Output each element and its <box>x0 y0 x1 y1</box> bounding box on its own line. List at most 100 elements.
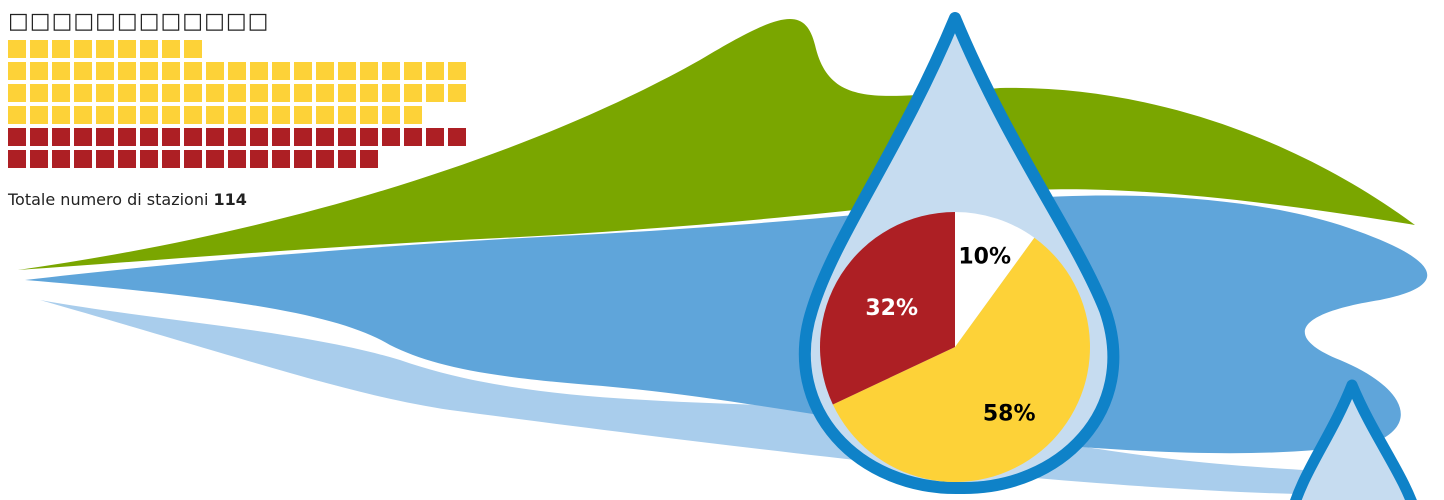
waffle-square-red <box>382 128 400 146</box>
waffle-square-yellow <box>52 84 70 102</box>
water-drop-small <box>1290 379 1417 500</box>
waffle-square-yellow <box>228 106 246 124</box>
waffle-square-yellow <box>228 62 246 80</box>
pie-label-58: 58% <box>983 401 1036 426</box>
waffle-square-red <box>162 128 180 146</box>
waffle-square-yellow <box>140 40 158 58</box>
waffle-square-yellow <box>8 84 26 102</box>
waffle-square-red <box>118 150 136 168</box>
pie-chart: 10% 58% 32% <box>819 212 1090 483</box>
waffle-square-yellow <box>382 84 400 102</box>
waffle-square-yellow <box>206 106 224 124</box>
waffle-square-red <box>30 128 48 146</box>
waffle-square-red <box>272 128 290 146</box>
waffle-square-yellow <box>426 62 444 80</box>
waffle-row <box>8 150 468 168</box>
total-stations: Totale numero di stazioni 114 <box>8 190 247 209</box>
waffle-square-red <box>250 128 268 146</box>
waffle-square-yellow <box>74 84 92 102</box>
waffle-square-yellow <box>162 84 180 102</box>
waffle-square-red <box>52 128 70 146</box>
waffle-square-yellow <box>272 62 290 80</box>
waffle-square-yellow <box>250 84 268 102</box>
waffle-square-yellow <box>294 62 312 80</box>
waffle-square-red <box>96 150 114 168</box>
waffle-square-yellow <box>52 40 70 58</box>
total-label: Totale numero di stazioni <box>8 190 209 209</box>
waffle-square-yellow <box>162 62 180 80</box>
waffle-square-yellow <box>448 62 466 80</box>
waffle-square-yellow <box>118 84 136 102</box>
waffle-square-yellow <box>184 40 202 58</box>
waffle-square-yellow <box>206 84 224 102</box>
waffle-square-yellow <box>140 62 158 80</box>
waffle-square-yellow <box>74 106 92 124</box>
waffle-square-yellow <box>382 106 400 124</box>
waffle-title: □□□□□□□□□□□□ <box>8 9 270 34</box>
waffle-square-yellow <box>30 84 48 102</box>
waffle-square-yellow <box>272 106 290 124</box>
waffle-square-yellow <box>360 106 378 124</box>
waffle-square-red <box>228 150 246 168</box>
waffle-square-yellow <box>52 62 70 80</box>
pie-slice-32 <box>819 212 955 405</box>
waffle-square-yellow <box>184 106 202 124</box>
waffle-square-yellow <box>118 106 136 124</box>
waffle-square-yellow <box>30 106 48 124</box>
waffle-square-yellow <box>118 62 136 80</box>
waffle-square-red <box>316 128 334 146</box>
waffle-square-red <box>8 150 26 168</box>
waffle-square-red <box>140 150 158 168</box>
waffle-square-red <box>360 128 378 146</box>
waffle-square-yellow <box>316 84 334 102</box>
waffle-square-red <box>338 128 356 146</box>
waffle-square-yellow <box>294 84 312 102</box>
waffle-square-yellow <box>96 106 114 124</box>
waffle-square-yellow <box>360 84 378 102</box>
waffle-square-yellow <box>118 40 136 58</box>
waffle-square-red <box>426 128 444 146</box>
waffle-square-red <box>30 150 48 168</box>
waffle-square-yellow <box>338 106 356 124</box>
waffle-square-yellow <box>250 106 268 124</box>
waffle-square-red <box>52 150 70 168</box>
waffle-square-yellow <box>338 84 356 102</box>
waffle-square-yellow <box>8 62 26 80</box>
waffle-chart <box>8 40 468 172</box>
total-value: 114 <box>213 190 247 209</box>
pie-slice-58 <box>832 237 1090 483</box>
waffle-square-red <box>74 128 92 146</box>
waffle-square-yellow <box>52 106 70 124</box>
waffle-square-yellow <box>404 62 422 80</box>
waffle-square-yellow <box>382 62 400 80</box>
waffle-square-yellow <box>30 40 48 58</box>
waffle-square-red <box>250 150 268 168</box>
waffle-square-yellow <box>96 84 114 102</box>
waffle-square-yellow <box>360 62 378 80</box>
waffle-square-red <box>228 128 246 146</box>
waffle-square-red <box>404 128 422 146</box>
waffle-square-yellow <box>162 106 180 124</box>
waffle-row <box>8 62 468 80</box>
waffle-square-red <box>74 150 92 168</box>
waffle-row <box>8 128 468 146</box>
waffle-square-yellow <box>272 84 290 102</box>
waffle-square-red <box>184 128 202 146</box>
waffle-square-yellow <box>8 106 26 124</box>
pie-label-10: 10% <box>958 245 1011 270</box>
waffle-square-red <box>272 150 290 168</box>
waffle-square-red <box>448 128 466 146</box>
waffle-square-red <box>184 150 202 168</box>
waffle-square-red <box>206 150 224 168</box>
waffle-square-red <box>338 150 356 168</box>
waffle-row <box>8 84 468 102</box>
waffle-square-yellow <box>8 40 26 58</box>
waffle-square-yellow <box>184 84 202 102</box>
waffle-square-red <box>96 128 114 146</box>
waffle-square-red <box>118 128 136 146</box>
waffle-square-yellow <box>404 84 422 102</box>
waffle-square-yellow <box>74 40 92 58</box>
waffle-square-yellow <box>162 40 180 58</box>
waffle-square-yellow <box>184 62 202 80</box>
